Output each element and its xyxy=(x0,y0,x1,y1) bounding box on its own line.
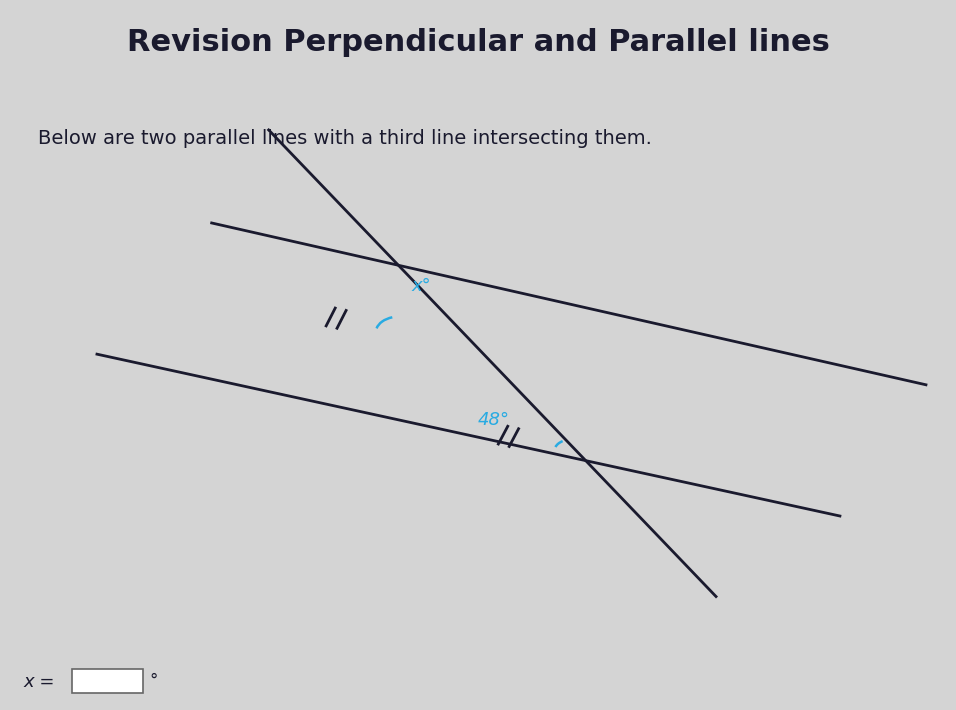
Text: 48°: 48° xyxy=(478,411,510,429)
FancyBboxPatch shape xyxy=(72,669,143,692)
Text: Revision Perpendicular and Parallel lines: Revision Perpendicular and Parallel line… xyxy=(126,28,830,57)
Text: °: ° xyxy=(149,672,158,689)
Text: x =: x = xyxy=(24,673,55,691)
Text: Below are two parallel lines with a third line intersecting them.: Below are two parallel lines with a thir… xyxy=(38,129,652,148)
Text: x°: x° xyxy=(411,276,431,295)
